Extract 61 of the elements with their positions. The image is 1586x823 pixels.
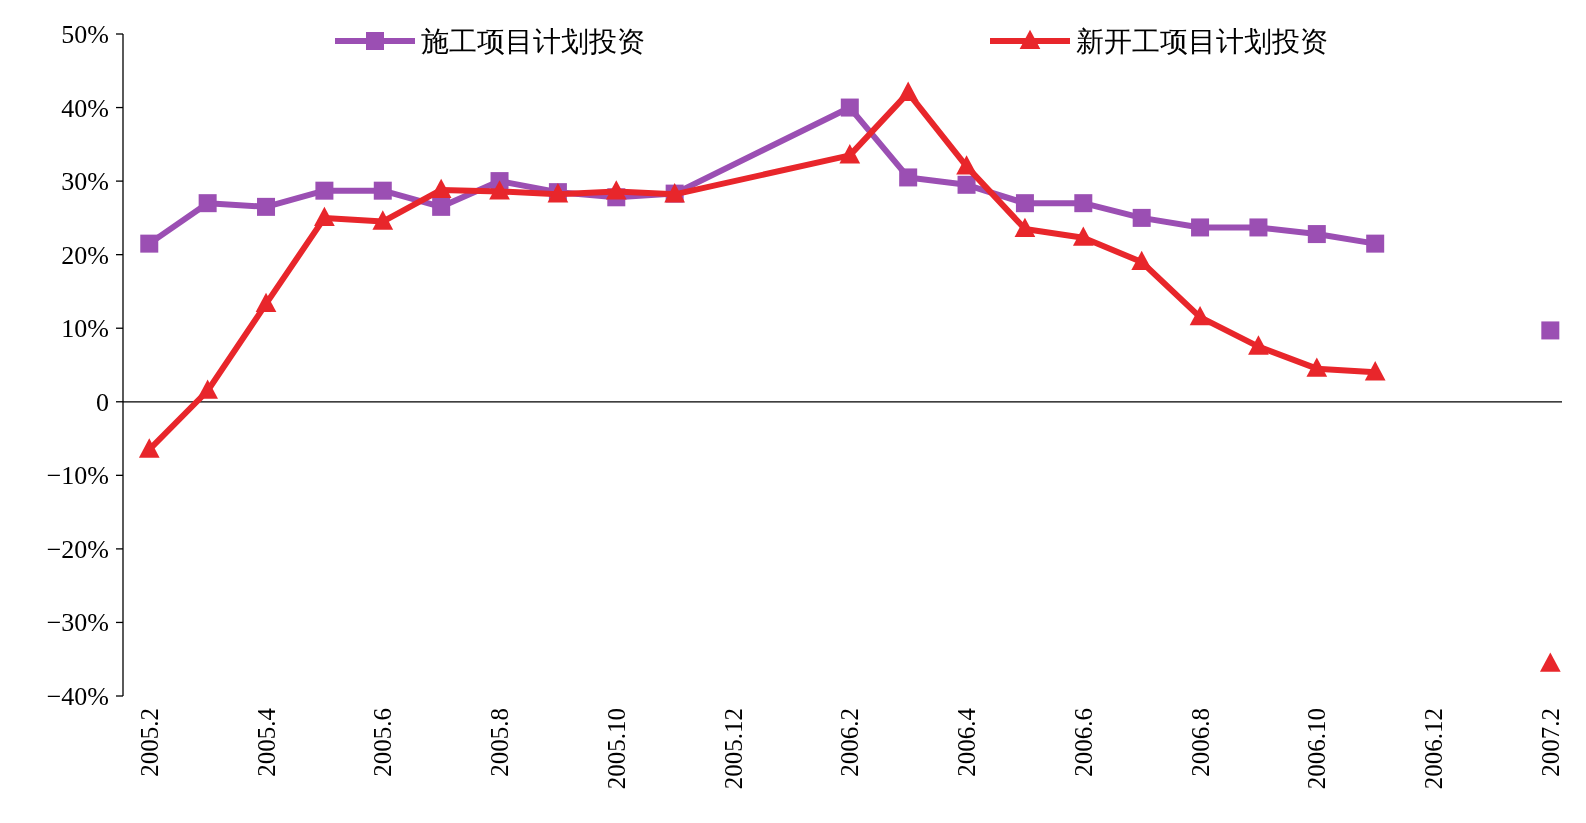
point bbox=[956, 155, 977, 175]
point bbox=[372, 210, 394, 230]
y-tick-label: 30% bbox=[61, 167, 109, 197]
point bbox=[257, 197, 276, 216]
point bbox=[315, 181, 334, 200]
legend-label: 施工项目计划投资 bbox=[421, 26, 645, 57]
point bbox=[198, 194, 217, 213]
point bbox=[430, 178, 452, 199]
point bbox=[1366, 234, 1385, 253]
point bbox=[1014, 217, 1036, 238]
point bbox=[897, 81, 919, 101]
x-tick-label: 2005.12 bbox=[719, 708, 747, 790]
x-tick-label: 2005.2 bbox=[135, 708, 163, 777]
point bbox=[1072, 226, 1094, 246]
point bbox=[1131, 250, 1153, 271]
y-tick-label: 0 bbox=[96, 387, 109, 417]
x-tick-label: 2006.2 bbox=[836, 708, 864, 777]
x-tick-label: 2007.2 bbox=[1536, 708, 1564, 777]
point bbox=[1132, 208, 1151, 227]
point bbox=[957, 175, 976, 194]
x-tick-label: 2006.4 bbox=[953, 707, 981, 777]
point bbox=[1307, 225, 1326, 244]
x-tick-label: 2006.6 bbox=[1069, 708, 1097, 777]
point bbox=[840, 98, 859, 117]
legend: 新开工项目计划投资 bbox=[990, 26, 1328, 57]
point bbox=[1248, 335, 1269, 355]
point bbox=[197, 379, 218, 399]
point bbox=[1249, 218, 1268, 237]
x-tick-label: 2005.4 bbox=[252, 707, 280, 777]
point bbox=[314, 206, 335, 226]
y-tick-label: −10% bbox=[46, 461, 109, 491]
point bbox=[1189, 305, 1211, 326]
x-tick-label: 2006.10 bbox=[1303, 708, 1331, 790]
x-tick-label: 2005.10 bbox=[602, 708, 630, 790]
point bbox=[899, 168, 918, 187]
point bbox=[839, 144, 861, 164]
point bbox=[489, 180, 510, 200]
y-tick-label: −20% bbox=[46, 534, 109, 564]
y-tick-label: 50% bbox=[61, 20, 109, 49]
x-tick-label: 2005.6 bbox=[369, 708, 397, 777]
point bbox=[1015, 194, 1034, 213]
y-tick-label: 40% bbox=[61, 93, 109, 123]
legend-label: 新开工项目计划投资 bbox=[1076, 26, 1328, 57]
y-tick-label: 20% bbox=[61, 240, 109, 270]
point bbox=[1306, 357, 1328, 377]
point bbox=[432, 197, 451, 216]
point bbox=[605, 180, 627, 200]
legend: 施工项目计划投资 bbox=[335, 26, 645, 57]
x-tick-label: 2005.8 bbox=[486, 708, 514, 777]
point bbox=[138, 438, 160, 458]
point bbox=[1074, 194, 1093, 213]
point bbox=[1364, 361, 1386, 381]
y-tick-label: −30% bbox=[46, 608, 109, 638]
point bbox=[373, 181, 392, 200]
y-tick-label: −40% bbox=[46, 682, 109, 711]
point bbox=[1191, 218, 1210, 237]
x-tick-label: 2006.8 bbox=[1186, 708, 1214, 777]
point bbox=[140, 234, 159, 253]
x-tick-label: 2006.12 bbox=[1420, 708, 1448, 790]
y-tick-label: 10% bbox=[61, 314, 109, 344]
point bbox=[255, 292, 277, 313]
